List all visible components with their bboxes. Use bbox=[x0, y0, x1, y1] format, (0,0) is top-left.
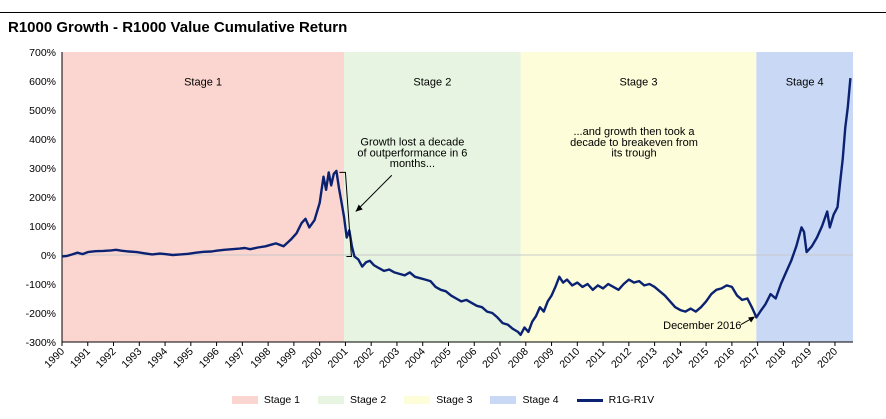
x-tick-label: 1993 bbox=[119, 346, 144, 371]
stage-label-4: Stage 4 bbox=[786, 76, 824, 88]
x-tick-label: 2017 bbox=[738, 346, 763, 371]
y-tick-label: 400% bbox=[29, 134, 56, 146]
stage-label-3: Stage 3 bbox=[620, 76, 658, 88]
legend-label-stage-4: Stage 4 bbox=[522, 394, 559, 406]
x-tick-label: 1990 bbox=[42, 346, 67, 371]
annotation-3-label: December 2016 bbox=[663, 320, 741, 332]
x-tick-label: 2007 bbox=[480, 346, 505, 371]
x-tick-label: 2001 bbox=[326, 346, 351, 371]
chart-canvas: Stage 1 Stage 2 Stage 3 Stage 4 -300% -200% -1… bbox=[26, 47, 853, 371]
stage-band-1 bbox=[62, 52, 345, 342]
y-tick-label: -100% bbox=[26, 279, 56, 291]
legend-item-stage-3: Stage 3 bbox=[404, 394, 472, 406]
x-tick-label: 2016 bbox=[712, 346, 737, 371]
x-tick-label: 2009 bbox=[532, 346, 557, 371]
x-tick-label: 2013 bbox=[635, 346, 660, 371]
x-tick-label: 2008 bbox=[506, 346, 531, 371]
x-tick-label: 2011 bbox=[584, 346, 609, 371]
legend-item-stage-4: Stage 4 bbox=[490, 394, 559, 406]
y-tick-label: 700% bbox=[29, 47, 56, 59]
annotation-2-line: decade to breakeven from bbox=[570, 137, 698, 149]
annotation-arrowhead-3 bbox=[748, 316, 756, 323]
x-tick-label: 1999 bbox=[274, 346, 299, 371]
x-tick-label: 1996 bbox=[197, 346, 222, 371]
annotation-2-line: ...and growth then took a bbox=[573, 126, 695, 138]
x-tick-label: 2020 bbox=[815, 346, 840, 371]
y-tick-label: 300% bbox=[29, 163, 56, 175]
x-tick-label: 2010 bbox=[557, 346, 582, 371]
y-tick-label: 600% bbox=[29, 76, 56, 88]
x-tick-label: 1995 bbox=[171, 346, 196, 371]
x-tick-label: 2005 bbox=[429, 346, 454, 371]
legend-swatch-stage-3 bbox=[404, 396, 431, 404]
legend-swatch-stage-4 bbox=[490, 396, 517, 404]
x-tick-label: 2014 bbox=[660, 346, 685, 371]
y-tick-label: 500% bbox=[29, 105, 56, 117]
annotation-arrowhead-1 bbox=[355, 204, 363, 212]
x-tick-label: 1991 bbox=[68, 346, 93, 371]
legend-label-series: R1G-R1V bbox=[608, 394, 655, 406]
x-tick-label: 2002 bbox=[351, 346, 376, 371]
chart-title: R1000 Growth - R1000 Value Cumulative Re… bbox=[8, 19, 348, 36]
annotation-1-line: months... bbox=[390, 158, 435, 170]
y-tick-label: 100% bbox=[29, 221, 56, 233]
stage-label-2: Stage 2 bbox=[413, 76, 451, 88]
y-tick-label: 200% bbox=[29, 192, 56, 204]
x-tick-label: 2004 bbox=[403, 346, 428, 371]
x-tick-label: 1992 bbox=[94, 346, 119, 371]
decline-bracket bbox=[339, 171, 352, 257]
legend-item-series: R1G-R1V bbox=[576, 394, 655, 406]
series-line-r1g-r1v bbox=[61, 77, 852, 336]
legend-swatch-stage-2 bbox=[318, 396, 345, 404]
x-tick-label: 1994 bbox=[145, 346, 170, 371]
legend-item-stage-2: Stage 2 bbox=[318, 394, 386, 406]
stage-band-4 bbox=[756, 52, 853, 342]
y-tick-label: -300% bbox=[26, 337, 56, 349]
top-rule bbox=[0, 12, 886, 13]
x-tick-label: 2019 bbox=[789, 346, 814, 371]
x-tick-label: 1997 bbox=[222, 346, 247, 371]
x-tick-label: 2018 bbox=[764, 346, 789, 371]
x-tick-label: 2000 bbox=[300, 346, 325, 371]
x-tick-label: 2015 bbox=[686, 346, 711, 371]
legend-item-stage-1: Stage 1 bbox=[231, 394, 301, 406]
annotation-1-line: of outperformance in 6 bbox=[357, 147, 467, 159]
annotation-1-line: Growth lost a decade bbox=[360, 137, 464, 149]
annotation-2-line: its trough bbox=[611, 148, 656, 160]
legend-label-stage-2: Stage 2 bbox=[350, 394, 387, 406]
legend-label-stage-1: Stage 1 bbox=[263, 394, 301, 406]
stage-band-2 bbox=[344, 52, 521, 342]
legend-swatch-stage-1 bbox=[231, 396, 258, 404]
y-tick-label: 0% bbox=[41, 250, 56, 262]
legend-swatch-series bbox=[576, 398, 603, 402]
x-tick-label: 1998 bbox=[248, 346, 273, 371]
legend: Stage 1 Stage 2 Stage 3 Stage 4 R1G-R1V bbox=[0, 392, 886, 408]
stage-band-3 bbox=[520, 52, 757, 342]
annotation-arrow-1 bbox=[355, 174, 393, 212]
x-tick-label: 2006 bbox=[454, 346, 479, 371]
y-tick-label: -200% bbox=[26, 308, 56, 320]
x-tick-label: 2003 bbox=[377, 346, 402, 371]
stage-label-1: Stage 1 bbox=[184, 76, 222, 88]
legend-label-stage-3: Stage 3 bbox=[436, 394, 473, 406]
x-tick-label: 2012 bbox=[609, 346, 634, 371]
